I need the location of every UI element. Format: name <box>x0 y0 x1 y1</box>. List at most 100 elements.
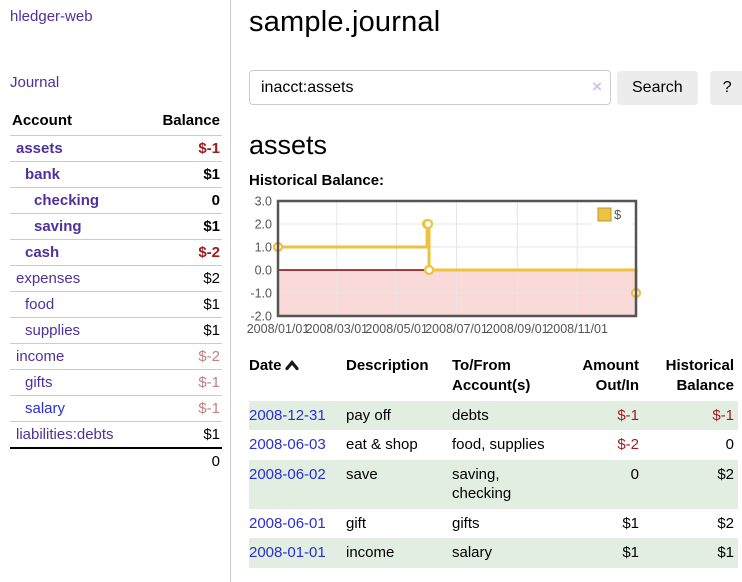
clear-search-icon[interactable]: × <box>592 77 602 96</box>
account-row-gifts: gifts $-1 <box>10 369 222 396</box>
chart-title: Historical Balance: <box>249 172 385 189</box>
transaction-amount: $1 <box>622 514 639 532</box>
register-col-amount: Amount Out/In <box>582 357 639 395</box>
account-row-expenses: expenses $2 <box>10 265 222 292</box>
svg-text:2008/03/01: 2008/03/01 <box>306 322 369 336</box>
accounts-table-header: Account Balance <box>10 112 222 136</box>
account-balance: $1 <box>142 291 222 318</box>
transaction-balance: $1 <box>717 544 734 561</box>
account-balance: $2 <box>142 265 222 292</box>
account-balance: 0 <box>142 187 222 214</box>
transaction-amount: $-2 <box>617 436 639 453</box>
svg-text:-2.0: -2.0 <box>250 310 272 324</box>
transaction-date-link[interactable]: 2008-01-01 <box>249 544 326 561</box>
search-button[interactable]: Search <box>617 70 698 105</box>
svg-text:2008/11/01: 2008/11/01 <box>546 322 608 336</box>
register-col-tofrom: To/From Account(s) <box>452 357 531 395</box>
register-table: Date Description To/From Account(s) Amou… <box>249 354 738 568</box>
account-link-checking[interactable]: checking <box>34 192 100 209</box>
transaction-amount: $1 <box>622 544 639 561</box>
account-balance: $-1 <box>142 395 222 422</box>
svg-text:2008/07/01: 2008/07/01 <box>425 322 488 336</box>
register-col-date[interactable]: Date <box>249 354 346 401</box>
main-content: sample.journal × Search ? assets Histori… <box>247 0 742 568</box>
account-link-food[interactable]: food <box>25 296 55 313</box>
account-balance: $-2 <box>142 239 222 266</box>
register-row: 2008-06-02 save saving, checking 0 $2 <box>249 459 738 509</box>
register-col-balance: Historical Balance <box>665 357 734 395</box>
accounts-total-value: 0 <box>142 447 222 474</box>
account-link-bank[interactable]: bank <box>25 166 61 183</box>
account-row-assets: assets $-1 <box>10 135 222 162</box>
transaction-date-link[interactable]: 2008-06-02 <box>249 465 326 483</box>
help-button[interactable]: ? <box>709 70 742 105</box>
svg-text:0.0: 0.0 <box>255 264 272 278</box>
account-balance: $-1 <box>142 369 222 396</box>
sidebar: hledger-web Journal Account Balance asse… <box>0 0 231 582</box>
account-row-food: food $1 <box>10 291 222 318</box>
transaction-description: pay off <box>346 406 391 424</box>
account-row-cash: cash $-2 <box>10 239 222 266</box>
account-link-gifts[interactable]: gifts <box>25 374 53 391</box>
transaction-accounts: saving, checking <box>452 465 512 503</box>
transaction-description: gift <box>346 514 367 532</box>
account-balance: $-2 <box>142 343 222 370</box>
account-balance: $-1 <box>142 135 222 162</box>
transaction-amount: 0 <box>630 465 639 483</box>
transaction-description: save <box>346 465 378 483</box>
account-balance: $1 <box>142 161 222 188</box>
transaction-date-link[interactable]: 2008-12-31 <box>249 406 326 424</box>
search-input[interactable] <box>249 70 611 105</box>
transaction-accounts: debts <box>452 406 489 424</box>
svg-text:2008/05/01: 2008/05/01 <box>365 322 428 336</box>
account-link-saving[interactable]: saving <box>34 218 82 235</box>
account-link-assets[interactable]: assets <box>16 140 63 157</box>
page-title: sample.journal <box>249 6 441 38</box>
account-row-liabilities-debts: liabilities:debts $1 <box>10 421 222 448</box>
transaction-balance: $2 <box>717 465 734 483</box>
historical-balance-chart: $3.0 2.0 1.0 0.0 -1.0 -2.0 2008/01/01 2008/03/0… <box>241 194 741 337</box>
account-link-income[interactable]: income <box>16 348 65 365</box>
account-balance: $1 <box>142 317 222 344</box>
account-link-cash[interactable]: cash <box>25 244 60 261</box>
svg-text:1.0: 1.0 <box>255 241 272 255</box>
account-balance: $1 <box>142 421 222 448</box>
account-row-saving: saving $1 <box>10 213 222 240</box>
account-link-liabilities-debts[interactable]: liabilities:debts <box>16 426 114 443</box>
transaction-balance: $-1 <box>712 406 734 424</box>
balance-column-header: Balance <box>162 112 220 129</box>
transaction-date-link[interactable]: 2008-06-03 <box>249 436 326 453</box>
register-row: 2008-12-31 pay off debts $-1 $-1 <box>249 400 738 430</box>
account-heading: assets <box>249 130 328 160</box>
account-link-supplies[interactable]: supplies <box>25 322 81 339</box>
account-row-checking: checking 0 <box>10 187 222 214</box>
account-balance: $1 <box>142 213 222 240</box>
svg-text:3.0: 3.0 <box>255 195 272 209</box>
transaction-balance: 0 <box>725 436 734 453</box>
account-link-salary[interactable]: salary <box>25 400 66 417</box>
register-header-row: Date Description To/From Account(s) Amou… <box>249 354 738 401</box>
svg-text:2.0: 2.0 <box>255 218 272 232</box>
transaction-balance: $2 <box>717 514 734 532</box>
transaction-date-link[interactable]: 2008-06-01 <box>249 514 326 532</box>
svg-text:$: $ <box>614 207 622 222</box>
transaction-accounts: gifts <box>452 514 480 532</box>
account-row-income: income $-2 <box>10 343 222 370</box>
brand-link[interactable]: hledger-web <box>10 8 93 25</box>
register-row: 2008-01-01 income salary $1 $1 <box>249 538 738 568</box>
account-link-expenses[interactable]: expenses <box>16 270 81 287</box>
chart-canvas: $3.0 2.0 1.0 0.0 -1.0 -2.02008/01/012008/03/0… <box>247 195 642 336</box>
transaction-description: eat & shop <box>346 436 418 453</box>
transaction-accounts: salary <box>452 544 493 561</box>
account-column-header: Account <box>12 112 72 129</box>
register-row: 2008-06-01 gift gifts $1 $2 <box>249 509 738 539</box>
transaction-accounts: food, supplies <box>452 436 545 453</box>
sidebar-item-journal[interactable]: Journal <box>10 74 60 91</box>
svg-text:2008/09/01: 2008/09/01 <box>486 322 549 336</box>
transaction-amount: $-1 <box>617 406 639 424</box>
register-row: 2008-06-03 eat & shop food, supplies $-2… <box>249 430 738 460</box>
account-row-supplies: supplies $1 <box>10 317 222 344</box>
transaction-description: income <box>346 544 395 561</box>
sort-ascending-icon <box>284 357 299 377</box>
